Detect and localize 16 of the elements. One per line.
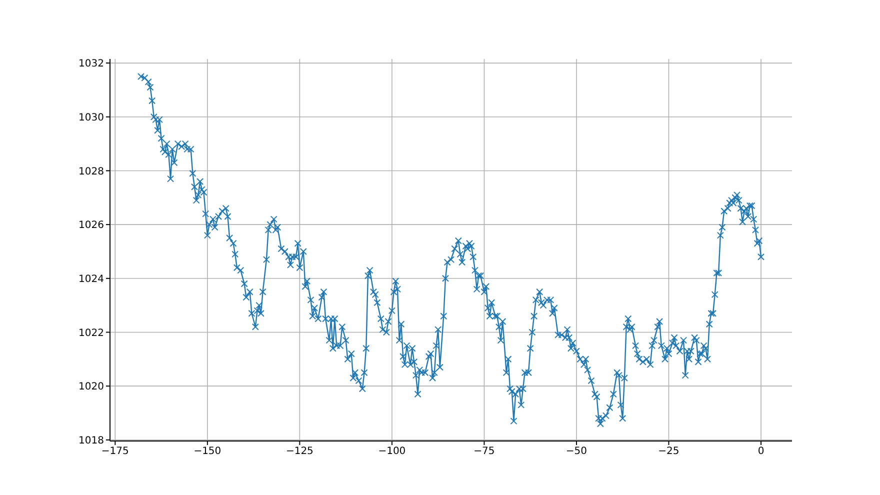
x-tick-label: −75 <box>474 446 495 458</box>
y-tick-label: 1024 <box>78 274 104 285</box>
x-tick-label: −175 <box>101 446 129 458</box>
y-tick-label: 1030 <box>78 112 104 124</box>
x-tick-label: −50 <box>566 446 588 458</box>
x-tick-label: −100 <box>378 446 406 458</box>
y-tick-label: 1032 <box>78 58 104 70</box>
y-tick-label: 1018 <box>78 435 104 446</box>
y-tick-label: 1026 <box>78 220 104 232</box>
x-tick-label: 0 <box>758 446 764 458</box>
x-tick-label: −150 <box>194 446 222 458</box>
x-tick-label: −25 <box>658 446 680 458</box>
y-tick-label: 1022 <box>78 328 104 339</box>
x-tick-label: −125 <box>286 446 314 458</box>
y-tick-label: 1028 <box>78 166 104 178</box>
y-tick-label: 1020 <box>78 382 104 393</box>
